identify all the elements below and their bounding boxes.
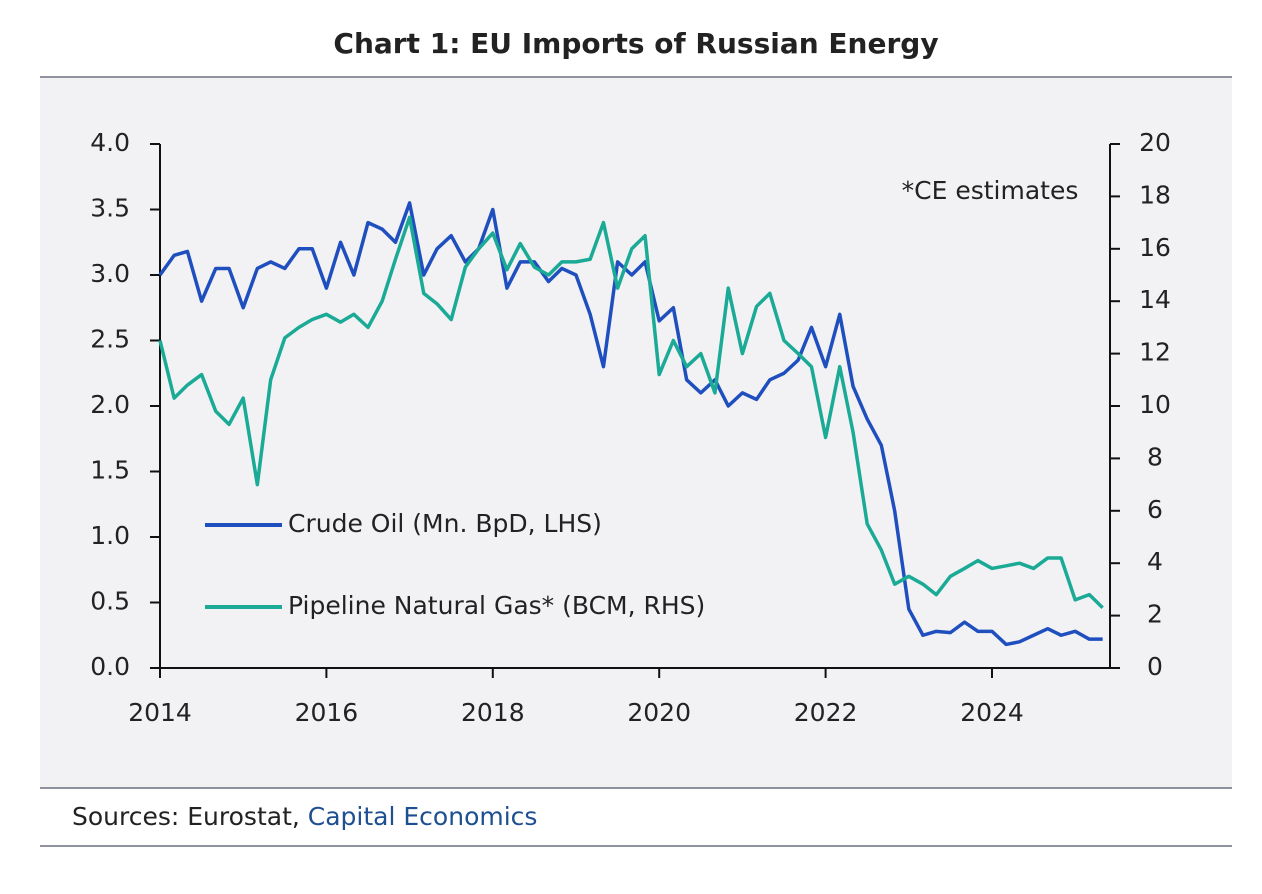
series-line [158, 201, 1103, 647]
y2-tick-label: 16 [1139, 233, 1171, 262]
x-tick-label: 2018 [461, 698, 525, 727]
source-text: Sources: Eurostat, Capital Economics [72, 802, 537, 831]
y-tick-label: 0.5 [90, 587, 130, 616]
y-tick-label: 0.0 [90, 652, 130, 681]
y2-tick-label: 14 [1139, 285, 1171, 314]
x-tick-label: 2020 [627, 698, 691, 727]
y2-tick-label: 2 [1147, 600, 1163, 629]
x-tick-label: 2016 [295, 698, 359, 727]
legend-label: Pipeline Natural Gas* (BCM, RHS) [288, 591, 705, 620]
x-tick-label: 2014 [128, 698, 192, 727]
x-tick-label: 2022 [794, 698, 858, 727]
y2-tick-label: 10 [1139, 390, 1171, 419]
plot-background [40, 78, 1232, 788]
y2-tick-label: 18 [1139, 180, 1171, 209]
y2-tick-label: 20 [1139, 128, 1171, 157]
y2-tick-label: 6 [1147, 495, 1163, 524]
series-line [158, 215, 1104, 609]
legend-label: Crude Oil (Mn. BpD, LHS) [288, 509, 602, 538]
y-tick-label: 1.5 [90, 456, 130, 485]
annotation: *CE estimates [902, 176, 1079, 205]
y2-tick-label: 8 [1147, 442, 1163, 471]
chart-title: Chart 1: EU Imports of Russian Energy [333, 27, 938, 60]
y-tick-label: 4.0 [90, 128, 130, 157]
y-tick-label: 2.5 [90, 325, 130, 354]
y2-tick-label: 4 [1147, 547, 1163, 576]
source-link[interactable]: Capital Economics [308, 802, 538, 831]
x-tick-label: 2024 [960, 698, 1024, 727]
y2-tick-label: 0 [1147, 652, 1163, 681]
y-tick-label: 2.0 [90, 390, 130, 419]
y-tick-label: 3.0 [90, 259, 130, 288]
y-tick-label: 3.5 [90, 194, 130, 223]
y2-tick-label: 12 [1139, 338, 1171, 367]
source-prefix: Sources: Eurostat, [72, 802, 300, 831]
y-tick-label: 1.0 [90, 521, 130, 550]
